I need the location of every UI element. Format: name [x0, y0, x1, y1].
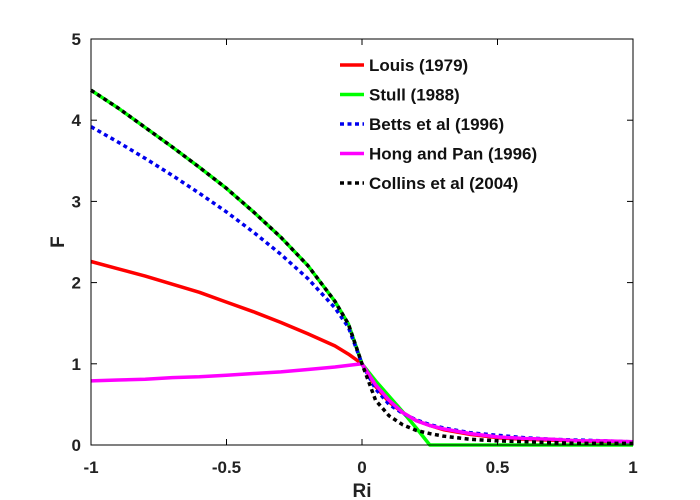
x-tick-label: -1 [83, 458, 98, 477]
x-axis-label: Ri [353, 481, 372, 500]
y-tick-label: 5 [72, 30, 81, 49]
legend-label: Collins et al (2004) [369, 174, 518, 193]
legend-label: Stull (1988) [369, 86, 460, 105]
y-tick-label: 2 [72, 274, 81, 293]
y-tick-label: 1 [72, 355, 81, 374]
y-tick-label: 3 [72, 192, 81, 211]
legend-label: Betts et al (1996) [369, 115, 504, 134]
legend-label: Hong and Pan (1996) [369, 145, 537, 164]
y-axis-label: F [48, 236, 69, 248]
x-tick-label: 0.5 [486, 458, 510, 477]
legend: Louis (1979) Stull (1988) Betts et al (199… [340, 56, 537, 193]
y-tick-label: 0 [72, 436, 81, 455]
series-line-5 [90, 88, 633, 446]
legend-label: Louis (1979) [369, 56, 468, 75]
x-tick-label: -0.5 [212, 458, 241, 477]
y-tick-label: 4 [72, 111, 82, 130]
axis-ticks: -1 -0.5 0 0.5 1 0 1 2 3 4 5 [72, 30, 638, 477]
series-line-4 [90, 362, 634, 444]
x-tick-label: 0 [357, 458, 366, 477]
x-tick-label: 1 [628, 458, 637, 477]
